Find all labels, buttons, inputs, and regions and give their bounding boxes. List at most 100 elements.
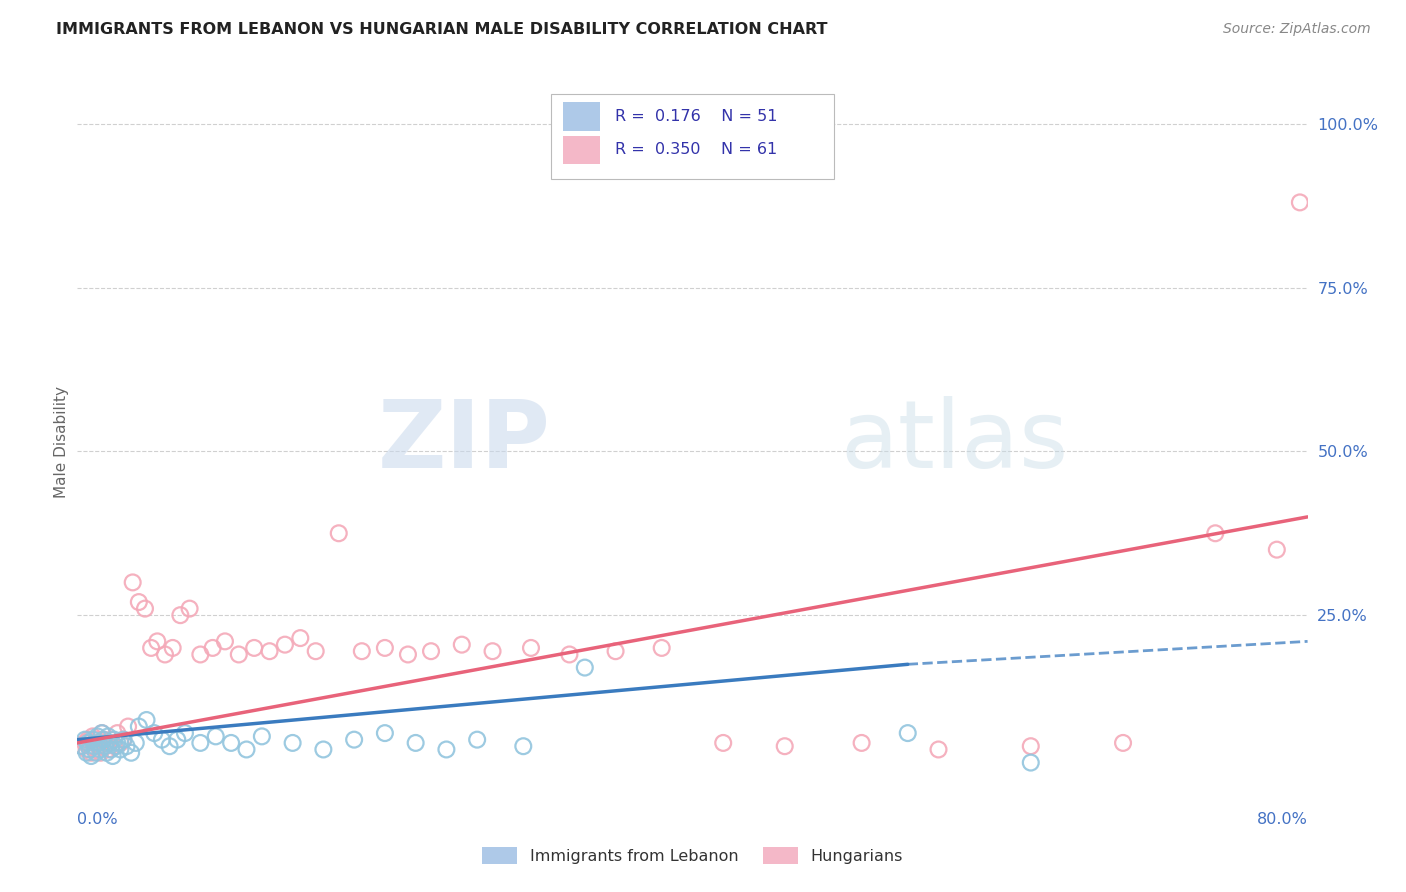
Point	[89, 742, 111, 756]
Point	[141, 640, 163, 655]
Point	[80, 749, 103, 764]
Text: atlas: atlas	[841, 395, 1069, 488]
Point	[374, 726, 396, 740]
Text: ZIP: ZIP	[378, 395, 551, 488]
Text: R =  0.176    N = 51: R = 0.176 N = 51	[614, 109, 778, 124]
Point	[143, 726, 166, 740]
Point	[94, 739, 117, 754]
Point	[558, 648, 581, 662]
Point	[1289, 195, 1312, 210]
Point	[174, 726, 197, 740]
Point	[70, 739, 93, 754]
Point	[228, 648, 250, 662]
Point	[711, 736, 734, 750]
FancyBboxPatch shape	[564, 136, 600, 164]
Point	[80, 746, 103, 760]
Point	[105, 726, 128, 740]
Point	[328, 526, 350, 541]
Point	[82, 730, 104, 744]
Text: 0.0%: 0.0%	[77, 812, 118, 827]
Point	[274, 638, 297, 652]
Point	[574, 660, 596, 674]
Point	[436, 742, 458, 756]
Point	[1019, 739, 1042, 754]
Point	[120, 746, 142, 760]
Point	[77, 732, 100, 747]
Point	[115, 739, 138, 754]
Point	[89, 746, 111, 760]
Point	[259, 644, 281, 658]
Point	[97, 742, 120, 756]
Point	[70, 739, 93, 754]
Point	[605, 644, 627, 658]
Point	[87, 739, 110, 754]
Point	[103, 739, 125, 754]
Point	[104, 739, 127, 754]
Point	[1019, 756, 1042, 770]
Point	[79, 742, 101, 756]
Point	[112, 732, 135, 747]
Point	[100, 742, 122, 756]
Point	[219, 736, 242, 750]
Legend: Immigrants from Lebanon, Hungarians: Immigrants from Lebanon, Hungarians	[475, 841, 910, 871]
Point	[96, 746, 118, 760]
Point	[188, 648, 212, 662]
Point	[84, 742, 107, 756]
Point	[83, 736, 105, 750]
Point	[169, 608, 191, 623]
Point	[420, 644, 443, 658]
Point	[90, 726, 114, 740]
Point	[374, 640, 396, 655]
Point	[897, 726, 920, 740]
Point	[520, 640, 543, 655]
Point	[121, 575, 143, 590]
Text: 80.0%: 80.0%	[1257, 812, 1308, 827]
Point	[86, 730, 108, 744]
Point	[162, 640, 184, 655]
Text: IMMIGRANTS FROM LEBANON VS HUNGARIAN MALE DISABILITY CORRELATION CHART: IMMIGRANTS FROM LEBANON VS HUNGARIAN MAL…	[56, 22, 828, 37]
Point	[235, 742, 257, 756]
Point	[312, 742, 335, 756]
Point	[343, 732, 366, 747]
Point	[125, 736, 148, 750]
Point	[103, 732, 125, 747]
Point	[512, 739, 534, 754]
Point	[465, 732, 488, 747]
FancyBboxPatch shape	[551, 94, 834, 178]
Point	[110, 736, 132, 750]
Point	[128, 720, 150, 734]
Point	[1112, 736, 1135, 750]
Point	[851, 736, 873, 750]
Point	[928, 742, 950, 756]
Point	[166, 732, 188, 747]
Point	[82, 732, 104, 747]
Point	[73, 736, 96, 750]
Point	[153, 648, 176, 662]
Point	[110, 742, 132, 756]
Point	[100, 732, 122, 747]
Point	[112, 732, 135, 747]
Point	[101, 749, 124, 764]
Point	[98, 736, 121, 750]
Point	[117, 720, 139, 734]
Point	[79, 739, 101, 754]
Point	[1265, 542, 1288, 557]
Point	[350, 644, 373, 658]
Y-axis label: Male Disability: Male Disability	[53, 385, 69, 498]
Point	[1204, 526, 1226, 541]
Point	[773, 739, 796, 754]
Text: Source: ZipAtlas.com: Source: ZipAtlas.com	[1223, 22, 1371, 37]
Point	[73, 732, 96, 747]
Point	[105, 736, 128, 750]
Point	[204, 730, 226, 744]
Point	[134, 601, 156, 615]
Point	[179, 601, 201, 615]
Point	[396, 648, 419, 662]
Point	[76, 742, 98, 756]
Point	[86, 732, 108, 747]
Point	[84, 746, 107, 760]
Point	[94, 739, 117, 754]
Point	[405, 736, 427, 750]
Point	[159, 739, 181, 754]
Point	[481, 644, 503, 658]
